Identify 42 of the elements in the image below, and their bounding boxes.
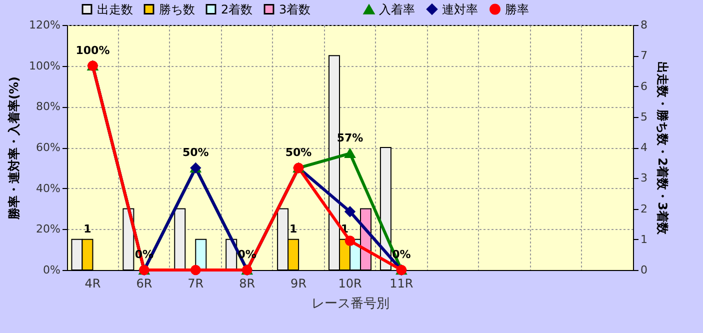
point: [344, 148, 356, 158]
x-axis-title: レース番号別: [312, 296, 390, 312]
point: [344, 236, 356, 246]
legend-label: 連対率: [442, 2, 478, 16]
y-tick-label: 0%: [43, 264, 60, 276]
data-label: 50%: [182, 146, 209, 159]
x-tick-label: 9R: [290, 276, 307, 290]
y2-tick-label: 2: [640, 202, 648, 216]
x-tick-label: 11R: [390, 276, 414, 290]
point: [190, 264, 201, 276]
x-tick-label: 6R: [136, 276, 152, 290]
x-tick-label: 10R: [338, 276, 362, 290]
data-label: 100%: [76, 44, 110, 57]
y2-tick-label: 7: [640, 49, 648, 62]
y2-tick-label: 3: [640, 172, 648, 185]
y-tick-label: 20%: [36, 222, 60, 236]
legend-label: 勝率: [505, 2, 529, 16]
y-axis-title: 勝率・連対率・入着率(%): [7, 76, 22, 220]
data-label: 1: [84, 222, 92, 236]
x-tick-label: 4R: [84, 276, 101, 290]
y2-tick-label: 0: [640, 264, 648, 276]
point: [344, 206, 356, 217]
y-tick-label: 100%: [29, 59, 60, 72]
legend-label: 3着数: [279, 2, 311, 16]
y-tick-label: 60%: [36, 141, 60, 154]
y2-tick-label: 4: [640, 141, 648, 154]
y-tick-label: 80%: [36, 100, 60, 114]
x-tick-label: 7R: [188, 276, 204, 290]
legend-label: 出走数: [97, 2, 133, 16]
y2-axis-title: 出走数・勝ち数・2着数・3着数: [656, 62, 670, 236]
y2-tick-label: 5: [640, 110, 648, 124]
y-tick-label: 120%: [29, 18, 60, 32]
legend-label: 入着率: [379, 2, 415, 17]
legend-label: 2着数: [221, 2, 253, 16]
y2-tick-label: 1: [640, 232, 648, 246]
legend-label: 勝ち数: [159, 2, 195, 16]
data-label: 50%: [285, 146, 312, 159]
y2-tick-label: 6: [640, 80, 648, 93]
data-label: 1: [289, 222, 298, 236]
y2-tick-label: 8: [640, 18, 648, 32]
y-tick-label: 40%: [36, 182, 60, 195]
x-tick-label: 8R: [239, 276, 256, 290]
